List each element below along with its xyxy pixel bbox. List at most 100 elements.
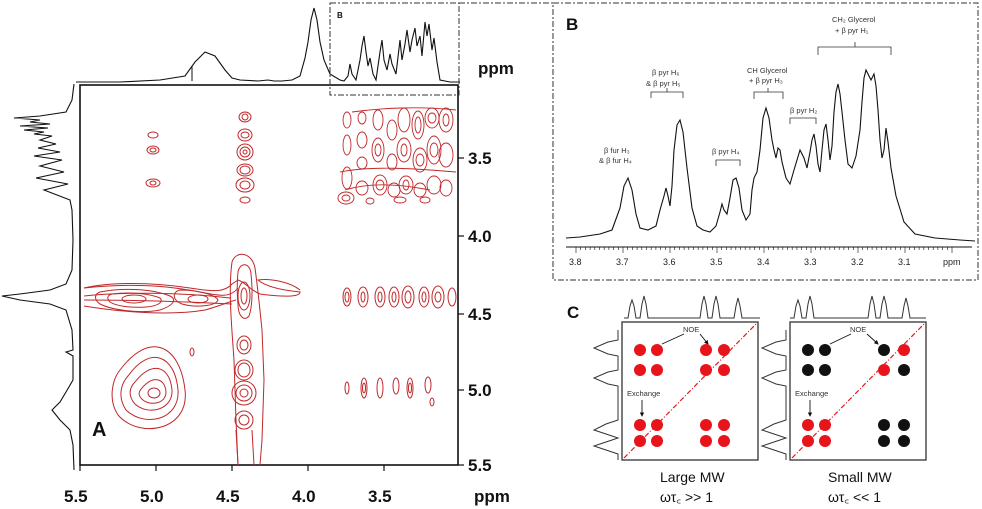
panel-c-right-caption-2: ωτ꜀ << 1 [828,489,881,505]
contour-crosspeaks-upper-left [145,131,161,188]
panel-a-ytick: 4.5 [468,305,492,324]
panel-c-right-dots [802,344,910,447]
cross-peak-dot [634,419,646,431]
cross-peak-dot [718,435,730,447]
panel-c-left-caption-2: ωτ꜀ >> 1 [660,489,713,505]
contour-small-4.78 [189,347,195,357]
panel-b-xtick: 3.4 [757,257,770,267]
panel-b-annotation-h6h5-line1: β pyr H₆ [652,68,679,77]
panel-a-xtick: 3.5 [368,487,392,506]
panel-b-bracket-h6h5 [650,88,684,98]
cross-peak-dot [634,435,646,447]
panel-a-xtick: 5.0 [140,487,164,506]
panel-b-bracket-h4 [715,159,741,166]
panel-c-large-mw-diagram: NOE Exchange Large MW ωτ꜀ >> 1 [592,295,760,505]
panel-b: B 3.8 3.7 3.6 3.5 3.4 3.3 3.2 3.1 ppm β … [552,2,979,281]
panel-b-spectrum [565,68,976,242]
cross-peak-dot [700,435,712,447]
cross-peak-dot [718,344,730,356]
panel-c-small-mw-diagram: NOE Exchange Small MW ωτ꜀ << 1 [760,295,927,505]
panel-b-xtick: 3.5 [710,257,723,267]
panel-c-left-side-spectrum [592,330,620,460]
diagonal-peak-dot [819,419,831,431]
panel-a-xunit: ppm [474,487,510,506]
panel-b-bracket-h2 [789,117,817,124]
panel-c-left-caption-1: Large MW [660,469,725,485]
panel-b-annotation-ch2-glycerol-line2: + β pyr H₁ [835,26,869,35]
panel-a-inset-box [329,2,460,96]
panel-c-right-frame [789,321,927,461]
contour-band-4.4 [83,279,301,314]
cross-peak-dot [878,419,890,431]
panel-c-right-exchange-label: Exchange [795,389,828,398]
panel-b-minor-ticks [575,247,953,253]
panel-b-bracket-ch2-glycerol [817,42,892,55]
panel-b-xtick: 3.1 [898,257,911,267]
cross-peak-dot [700,364,712,376]
panel-b-xtick: 3.7 [616,257,629,267]
panel-b-annotation-h6h5-line2: & β pyr H₅ [646,79,680,88]
cross-peak-dot [802,364,814,376]
panel-a-label: A [92,419,106,441]
panel-a-bottom-tick-marks [79,465,385,471]
panel-c-left-top-spectrum [624,295,760,319]
cross-peak-dot [898,435,910,447]
panel-b-bracket-ch-glycerol [753,88,784,99]
panel-c-right-side-spectrum [760,330,788,460]
panel-b-annotation-ch-glycerol-line1: CH Glycerol [747,66,788,75]
panel-b-annotation-h2: β pyr H₂ [790,106,817,115]
cross-peak-dot [651,364,663,376]
contour-crosspeaks-upper-mid [235,111,255,204]
panel-b-xtick: 3.3 [804,257,817,267]
panel-b-annotation-h3h4-line2: & β fur H₄ [599,156,632,165]
inset-connector-hidden [459,95,553,280]
cross-peak-dot [651,344,663,356]
diagonal-peak-dot [802,419,814,431]
panel-a-right-tick-marks [458,157,464,466]
panel-a-contours [83,107,457,466]
cross-peak-dot [718,419,730,431]
panel-a-plot-frame [79,84,459,466]
panel-a-yunit: ppm [478,59,514,78]
panel-b-xtick: 3.2 [851,257,864,267]
panel-c-right-top-spectrum [790,295,926,319]
panel-c-left-noe-arrows [661,333,708,344]
panel-c-right-noe-label: NOE [850,325,866,334]
cross-peak-dot [802,344,814,356]
panel-c-right-diagonal [791,323,925,459]
panel-b-xtick: 3.8 [569,257,582,267]
panel-c-right-noe-arrows [829,333,878,344]
panel-c-left-dots [634,344,730,447]
panel-a-xtick: 4.0 [292,487,316,506]
panel-a-ytick: 4.0 [468,227,492,246]
panel-c-label: C [567,303,579,322]
panel-c-right-caption-1: Small MW [828,469,893,485]
panel-c-left-exchange-label: Exchange [627,389,660,398]
cross-peak-dot [718,364,730,376]
cross-peak-dot [634,364,646,376]
diagonal-peak-dot [878,364,890,376]
panel-a-ytick: 5.5 [468,456,492,475]
contour-peak-5.0-5.0 [111,346,186,430]
diagonal-peak-dot [819,435,831,447]
contour-row-4.4-right [342,285,457,309]
panel-c-left-diagonal [623,323,757,459]
panel-a-top-spectrum [76,7,460,83]
cross-peak-dot [878,435,890,447]
cross-peak-dot [878,344,890,356]
panel-a-left-spectrum [1,83,75,471]
panel-c-left-frame [621,321,759,461]
cross-peak-dot [898,364,910,376]
contour-ridge-4.4 [229,253,265,466]
diagonal-peak-dot [898,344,910,356]
panel-a-ytick: 5.0 [468,381,492,400]
panel-b-annotation-ch2-glycerol-line1: CH₂ Glycerol [832,15,876,24]
cross-peak-dot [700,344,712,356]
panel-b-annotation-h4: β pyr H₄ [712,147,739,156]
panel-b-xunit: ppm [943,257,961,267]
cross-peak-dot [819,344,831,356]
panel-b-annotation-ch-glycerol-line2: + β pyr H₃ [749,76,783,85]
panel-a-inset-label: B [337,11,343,20]
panel-c-left-noe-label: NOE [683,325,699,334]
